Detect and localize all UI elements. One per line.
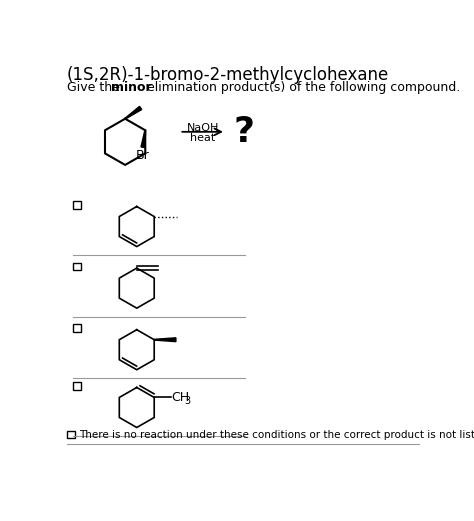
Polygon shape (125, 106, 142, 119)
Text: Br: Br (135, 149, 149, 162)
Text: ?: ? (233, 115, 254, 149)
Polygon shape (154, 338, 176, 342)
Text: elimination product(s) of the following compound.: elimination product(s) of the following … (143, 81, 460, 94)
Bar (73, 201, 81, 209)
Text: There is no reaction under these conditions or the correct product is not listed: There is no reaction under these conditi… (80, 430, 474, 440)
Bar (73, 263, 81, 270)
Bar (73, 324, 81, 332)
Text: (1S,2R)-1-bromo-2-methylcyclohexane: (1S,2R)-1-bromo-2-methylcyclohexane (67, 66, 389, 84)
Polygon shape (141, 130, 146, 147)
Text: minor: minor (111, 81, 152, 94)
Text: CH: CH (171, 391, 190, 404)
Text: heat: heat (190, 133, 215, 143)
Bar (73, 382, 81, 390)
Bar (67, 430, 75, 438)
Text: 3: 3 (184, 395, 191, 405)
Text: Give the: Give the (67, 81, 124, 94)
Text: NaOH: NaOH (186, 122, 219, 132)
